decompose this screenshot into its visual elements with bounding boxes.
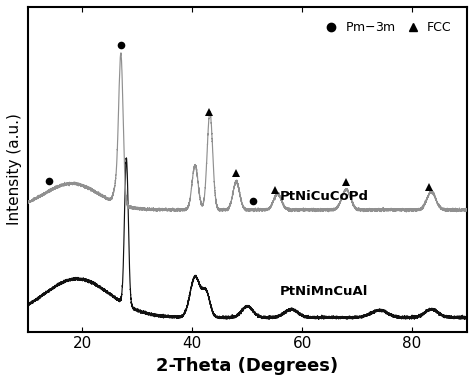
Legend: Pm$-$3m, FCC: Pm$-$3m, FCC	[313, 16, 456, 39]
Text: PtNiCuCoPd: PtNiCuCoPd	[280, 190, 369, 203]
Text: PtNiMnCuAl: PtNiMnCuAl	[280, 285, 369, 298]
Y-axis label: Intensity (a.u.): Intensity (a.u.)	[7, 113, 22, 225]
X-axis label: 2-Theta (Degrees): 2-Theta (Degrees)	[156, 357, 338, 375]
